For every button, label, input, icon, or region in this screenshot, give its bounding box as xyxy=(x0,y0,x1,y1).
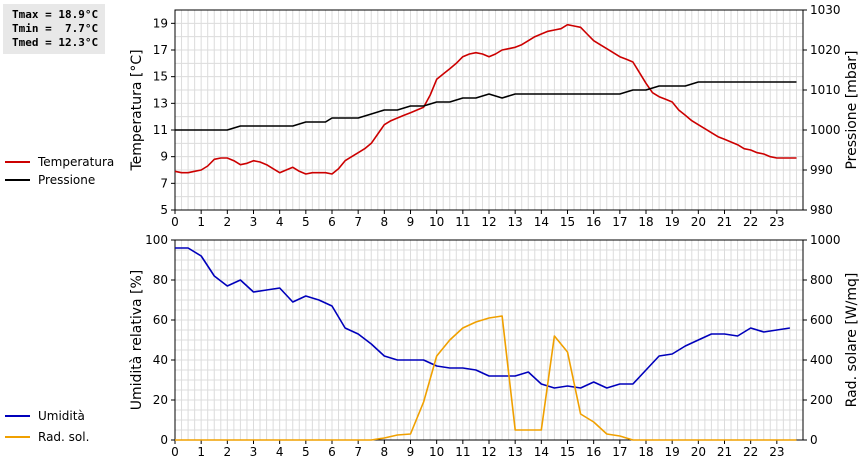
x-tick-label: 23 xyxy=(769,215,784,229)
x-tick-label: 20 xyxy=(691,445,706,459)
x-tick-label: 0 xyxy=(171,215,179,229)
x-tick-label: 12 xyxy=(481,445,496,459)
x-tick-label: 19 xyxy=(665,445,680,459)
y2-tick-label: 1010 xyxy=(810,83,841,97)
x-tick-label: 15 xyxy=(560,215,575,229)
x-tick-label: 14 xyxy=(534,215,549,229)
y-tick-label: 15 xyxy=(153,70,168,84)
y2-tick-label: 400 xyxy=(810,353,833,367)
x-tick-label: 3 xyxy=(250,445,258,459)
y2-tick-label: 1030 xyxy=(810,3,841,17)
x-tick-label: 18 xyxy=(638,445,653,459)
x-tick-label: 21 xyxy=(717,215,732,229)
y2-tick-label: 1000 xyxy=(810,123,841,137)
y2-tick-label: 0 xyxy=(810,433,818,447)
x-tick-label: 10 xyxy=(429,215,444,229)
x-tick-label: 22 xyxy=(743,215,758,229)
series-line-pressione xyxy=(175,81,797,131)
x-tick-label: 6 xyxy=(328,215,336,229)
x-tick-label: 16 xyxy=(586,215,601,229)
y-axis-label: Umidità relativa [%] xyxy=(129,270,145,411)
x-tick-label: 5 xyxy=(302,445,310,459)
x-tick-label: 16 xyxy=(586,445,601,459)
x-tick-label: 14 xyxy=(534,445,549,459)
x-tick-label: 4 xyxy=(276,215,284,229)
x-tick-label: 7 xyxy=(354,215,362,229)
x-tick-label: 1 xyxy=(197,445,205,459)
y-tick-label: 80 xyxy=(153,273,168,287)
x-tick-label: 20 xyxy=(691,215,706,229)
x-tick-label: 23 xyxy=(769,445,784,459)
legend-label: Pressione xyxy=(38,173,95,187)
y2-tick-label: 980 xyxy=(810,203,833,217)
legend-label: Umidità xyxy=(38,409,85,423)
x-tick-label: 13 xyxy=(508,445,523,459)
chart-panel-2: 0 1 2 3 4 5 6 7 8 9 10 11 12 13 14 15 16 17 18 19 20 21 22 2302… xyxy=(5,233,860,459)
series-line-rad-sol- xyxy=(175,315,797,441)
x-tick-label: 11 xyxy=(455,215,470,229)
x-tick-label: 19 xyxy=(665,215,680,229)
x-tick-label: 8 xyxy=(381,445,389,459)
y2-axis-label: Pressione [mbar] xyxy=(844,50,860,169)
x-tick-label: 3 xyxy=(250,215,258,229)
y2-tick-label: 800 xyxy=(810,273,833,287)
x-tick-label: 0 xyxy=(171,445,179,459)
y2-axis-label: Rad. solare [W/mq] xyxy=(844,273,860,408)
y-tick-label: 0 xyxy=(160,433,168,447)
y-tick-label: 11 xyxy=(153,123,168,137)
x-tick-label: 18 xyxy=(638,215,653,229)
x-tick-label: 17 xyxy=(612,215,627,229)
x-tick-label: 6 xyxy=(328,445,336,459)
y-tick-label: 19 xyxy=(153,16,168,30)
x-tick-label: 21 xyxy=(717,445,732,459)
x-tick-label: 17 xyxy=(612,445,627,459)
y-tick-label: 40 xyxy=(153,353,168,367)
series-line-temperatura xyxy=(174,23,797,175)
y-tick-label: 9 xyxy=(160,150,168,164)
y-tick-label: 100 xyxy=(145,233,168,247)
x-tick-label: 5 xyxy=(302,215,310,229)
y-tick-label: 5 xyxy=(160,203,168,217)
stat-tmin: Tmin = 7.7°C xyxy=(12,22,99,35)
x-tick-label: 12 xyxy=(481,215,496,229)
x-tick-label: 2 xyxy=(224,445,232,459)
y-tick-label: 20 xyxy=(153,393,168,407)
x-tick-label: 2 xyxy=(224,215,232,229)
x-tick-label: 9 xyxy=(407,215,415,229)
legend-label: Rad. sol. xyxy=(38,430,89,444)
chart-panel-1: 0 1 2 3 4 5 6 7 8 9 10 11 12 13 14 15 16 17 18 19 20 21 22 2357… xyxy=(5,3,860,229)
x-tick-label: 4 xyxy=(276,445,284,459)
x-tick-label: 13 xyxy=(508,215,523,229)
y-tick-label: 13 xyxy=(153,96,168,110)
x-tick-label: 8 xyxy=(381,215,389,229)
series-line-umidit- xyxy=(175,247,791,389)
y-tick-label: 17 xyxy=(153,43,168,57)
y2-tick-label: 1020 xyxy=(810,43,841,57)
y2-tick-label: 990 xyxy=(810,163,833,177)
y-tick-label: 60 xyxy=(153,313,168,327)
y2-tick-label: 1000 xyxy=(810,233,841,247)
x-tick-label: 7 xyxy=(354,445,362,459)
stat-tmax: Tmax = 18.9°C xyxy=(12,8,99,21)
y2-tick-label: 600 xyxy=(810,313,833,327)
stat-tmed: Tmed = 12.3°C xyxy=(12,36,99,49)
y2-tick-label: 200 xyxy=(810,393,833,407)
stats-box: Tmax = 18.9°C Tmin = 7.7°C Tmed = 12.3°C xyxy=(3,4,105,54)
x-tick-label: 22 xyxy=(743,445,758,459)
legend-label: Temperatura xyxy=(37,155,114,169)
y-tick-label: 7 xyxy=(160,176,168,190)
x-tick-label: 9 xyxy=(407,445,415,459)
x-tick-label: 11 xyxy=(455,445,470,459)
x-tick-label: 10 xyxy=(429,445,444,459)
y-axis-label: Temperatura [°C] xyxy=(129,49,145,171)
x-tick-label: 1 xyxy=(197,215,205,229)
x-tick-label: 15 xyxy=(560,445,575,459)
